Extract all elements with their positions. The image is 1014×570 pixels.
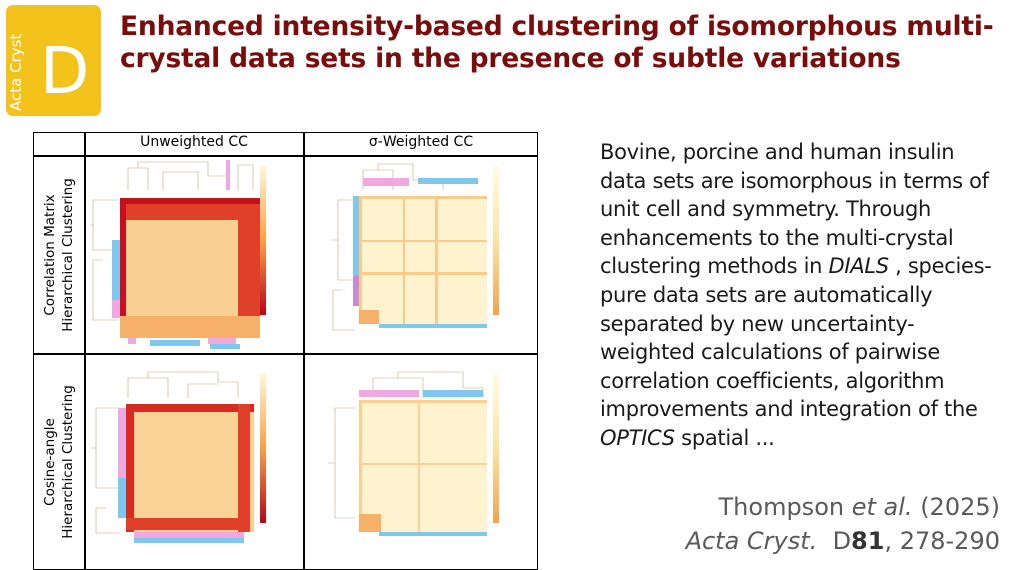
row-header-line: Hierarchical Clustering: [59, 385, 76, 539]
column-header-sigma-weighted: σ-Weighted CC: [368, 134, 474, 150]
heatmap-panel: [323, 368, 533, 558]
citation-year: (2025): [920, 493, 1000, 521]
citation-section: D: [832, 527, 852, 555]
figure-divider: [33, 155, 538, 157]
heatmap-sigma-weighted-cosine: [328, 371, 499, 536]
row-header-correlation: Correlation Matrix Hierarchical Clusterin…: [33, 156, 84, 353]
row-header-line: Correlation Matrix: [41, 193, 58, 316]
citation-author: Thompson: [718, 493, 845, 521]
heatmap-unweighted-correlation: [90, 160, 266, 349]
abstract-segment: spatial ...: [674, 425, 775, 450]
heatmap-sigma-weighted-correlation: [331, 163, 499, 331]
abstract-segment: Bovine, porcine and human insulin data s…: [600, 140, 989, 279]
citation-journal-line: Acta Cryst. D81, 278-290: [686, 524, 1000, 558]
row-header-cosine: Cosine-angle Hierarchical Clustering: [33, 354, 84, 570]
citation: Thompson et al. (2025) Acta Cryst. D81, …: [686, 490, 1000, 558]
journal-badge: Acta Cryst D: [6, 5, 101, 116]
abstract-text: Bovine, porcine and human insulin data s…: [600, 138, 1000, 453]
citation-authors-line: Thompson et al. (2025): [686, 490, 1000, 524]
figure-divider: [303, 132, 305, 570]
row-header-line: Cosine-angle: [41, 418, 58, 506]
heatmap-panel: [323, 160, 533, 350]
citation-journal: Acta Cryst.: [685, 527, 818, 555]
figure-grid: Unweighted CC σ-Weighted CC Correlation …: [33, 132, 538, 570]
paper-title: Enhanced intensity-based clustering of i…: [120, 11, 994, 74]
row-header-line: Hierarchical Clustering: [59, 177, 76, 332]
journal-section-letter: D: [40, 35, 90, 109]
heatmap-unweighted-cosine: [91, 371, 266, 543]
software-name: DIALS: [828, 254, 890, 279]
figure-divider: [84, 132, 86, 570]
citation-etal: et al.: [851, 493, 913, 521]
citation-pages: , 278-290: [884, 527, 1000, 555]
column-header-unweighted: Unweighted CC: [140, 134, 248, 150]
citation-volume: 81: [851, 527, 885, 555]
heatmap-panel: [88, 160, 298, 350]
abstract-segment: , species-pure data sets are automatical…: [600, 254, 992, 422]
algorithm-name: OPTICS: [600, 425, 675, 450]
figure-divider: [33, 353, 538, 355]
journal-name: Acta Cryst: [7, 33, 25, 111]
heatmap-panel: [88, 368, 298, 558]
